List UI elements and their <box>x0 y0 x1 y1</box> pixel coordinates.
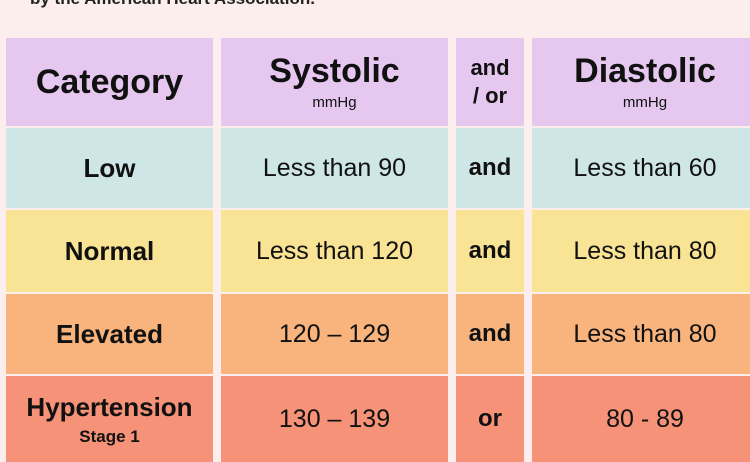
elevated-systolic-cell: 120 – 129 <box>221 294 448 374</box>
blood-pressure-table: Category Systolic mmHg and / or Diastoli… <box>6 38 750 462</box>
elevated-category-cell: Elevated <box>6 294 213 374</box>
header-systolic-unit: mmHg <box>312 93 357 111</box>
low-category-cell: Low <box>6 128 213 208</box>
header-category-label: Category <box>35 63 184 101</box>
header-systolic-cell: Systolic mmHg <box>221 38 448 126</box>
elevated-diastolic-cell: Less than 80 <box>532 294 750 374</box>
header-diastolic-unit: mmHg <box>622 93 668 111</box>
normal-conjunction-cell: and <box>456 210 524 292</box>
header-andor-line2: / or <box>472 83 508 108</box>
header-category-cell: Category <box>6 38 213 126</box>
elevated-conjunction-cell: and <box>456 294 524 374</box>
hypertension-stage1-sublabel: Stage 1 <box>79 426 140 446</box>
hypertension-stage1-category-cell: Hypertension Stage 1 <box>6 376 213 462</box>
normal-category-cell: Normal <box>6 210 213 292</box>
header-diastolic-label: Diastolic <box>574 51 716 90</box>
elevated-category-label: Elevated <box>56 318 163 349</box>
hypertension-stage1-systolic-cell: 130 – 139 <box>221 376 448 462</box>
hypertension-stage1-category-label: Hypertension <box>26 391 193 422</box>
blood-pressure-cuff-icon <box>490 0 740 20</box>
low-category-label: Low <box>83 152 136 183</box>
low-diastolic-cell: Less than 60 <box>532 128 750 208</box>
low-conjunction-cell: and <box>456 128 524 208</box>
low-systolic-cell: Less than 90 <box>221 128 448 208</box>
normal-systolic-cell: Less than 120 <box>221 210 448 292</box>
caption: by the American Heart Association. <box>30 0 315 9</box>
header-andor-cell: and / or <box>456 38 524 126</box>
normal-category-label: Normal <box>64 235 155 266</box>
header-systolic-label: Systolic <box>269 51 400 90</box>
header-andor-line1: and <box>470 55 510 80</box>
header-diastolic-cell: Diastolic mmHg <box>532 38 750 126</box>
hypertension-stage1-conjunction-cell: or <box>456 376 524 462</box>
hypertension-stage1-diastolic-cell: 80 - 89 <box>532 376 750 462</box>
normal-diastolic-cell: Less than 80 <box>532 210 750 292</box>
